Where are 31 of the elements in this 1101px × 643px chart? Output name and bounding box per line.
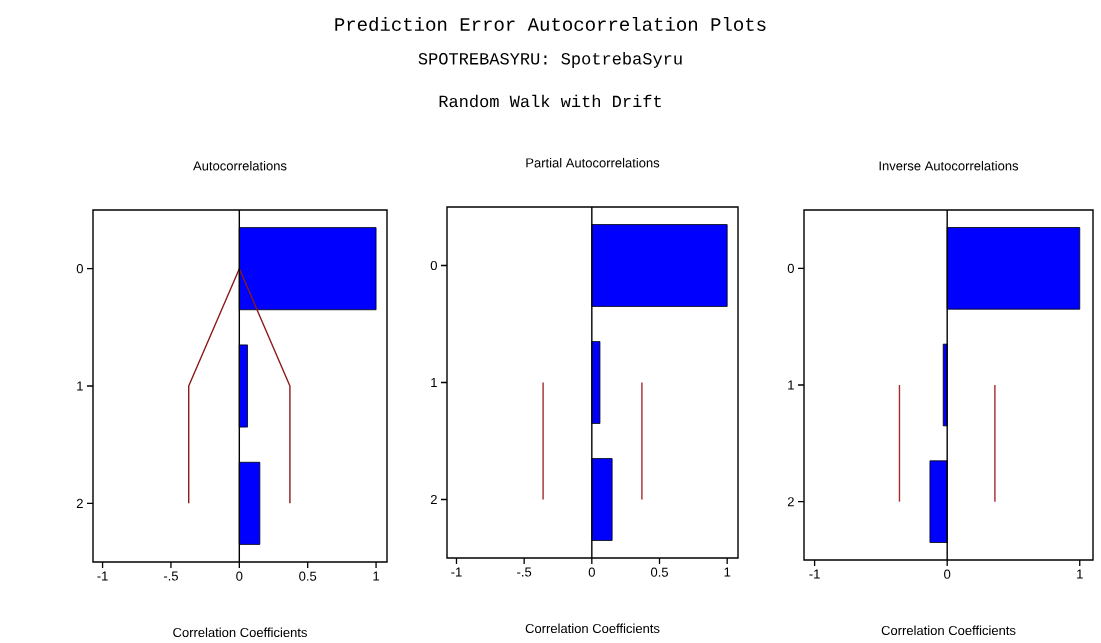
chart-title: Inverse Autocorrelations [879, 160, 1019, 171]
text: Random Walk with Drift [439, 94, 661, 108]
x-tick-label: 1 [1077, 569, 1083, 579]
y-tick-label: 0 [430, 260, 437, 271]
x-tick-label: 0 [944, 569, 951, 579]
y-tick-label: 0 [76, 264, 83, 274]
text: Prediction Error Autocorrelation Plots [335, 16, 766, 31]
y-tick-label: 0 [787, 263, 794, 273]
x-tick-label: 0.5 [650, 567, 668, 577]
y-tick-label: 1 [788, 380, 794, 390]
x-tick-label: -.5 [163, 571, 178, 581]
x-axis-title: Correlation Coefficients [173, 627, 307, 638]
text: SPOTREBASYRU: SpotrebaSyru [418, 52, 682, 68]
x-tick-label: -1 [809, 569, 820, 579]
x-tick-label: 0.5 [299, 571, 317, 581]
chart-title: Autocorrelations [193, 160, 287, 171]
x-tick-label: 1 [373, 571, 380, 581]
x-tick-label: -.5 [517, 567, 532, 577]
y-tick-label: 1 [77, 381, 83, 391]
x-tick-label: 1 [724, 567, 731, 577]
y-tick-label: 1 [431, 378, 437, 387]
y-tick-label: 2 [787, 497, 794, 507]
x-axis-title: Correlation Coefficients [525, 623, 660, 634]
x-axis-title: Correlation Coefficients [881, 625, 1016, 636]
x-tick-label: 0 [236, 571, 243, 581]
chart-title: Partial Autocorrelations [526, 157, 660, 168]
x-tick-label: -1 [97, 571, 108, 581]
x-tick-label: -1 [451, 567, 462, 577]
y-tick-label: 2 [430, 494, 437, 505]
x-tick-label: 0 [588, 567, 595, 577]
y-tick-label: 2 [76, 498, 83, 508]
